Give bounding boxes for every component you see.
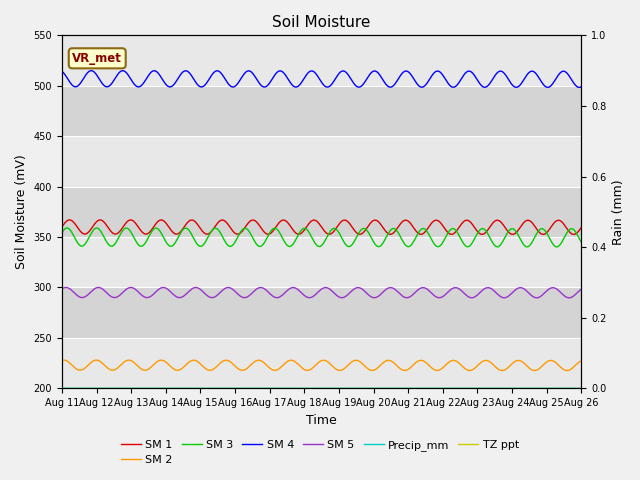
SM 5 <box>58 286 66 292</box>
SM 2 <box>299 366 307 372</box>
SM 2 <box>354 358 362 363</box>
SM 2 <box>279 363 287 369</box>
Y-axis label: Rain (mm): Rain (mm) <box>612 179 625 245</box>
SM 4 <box>58 69 66 74</box>
SM 1 <box>99 218 106 224</box>
Bar <box>62 338 581 388</box>
Line: SM 3: SM 3 <box>62 228 581 247</box>
SM 5 <box>289 285 297 290</box>
SM 3 <box>299 226 307 232</box>
SM 4 <box>279 69 287 75</box>
SM 3 <box>279 235 287 241</box>
Bar <box>62 288 581 338</box>
SM 5 <box>354 285 362 290</box>
TZ ppt <box>577 385 585 391</box>
SM 5 <box>299 291 307 297</box>
Line: SM 4: SM 4 <box>62 71 581 87</box>
SM 3 <box>58 230 66 236</box>
SM 5 <box>565 295 573 300</box>
SM 4 <box>289 83 297 89</box>
SM 4 <box>120 68 127 74</box>
Title: Soil Moisture: Soil Moisture <box>273 15 371 30</box>
SM 5 <box>120 289 127 295</box>
TZ ppt <box>99 385 106 391</box>
TZ ppt <box>354 385 362 391</box>
Bar <box>62 86 581 136</box>
SM 2 <box>60 357 68 363</box>
Bar <box>62 36 581 86</box>
TZ ppt <box>120 385 127 391</box>
SM 4 <box>354 84 362 90</box>
Precip_mm <box>120 385 127 391</box>
SM 2 <box>577 358 585 364</box>
TZ ppt <box>298 385 306 391</box>
Legend: SM 1, SM 2, SM 3, SM 4, SM 5, Precip_mm, TZ ppt: SM 1, SM 2, SM 3, SM 4, SM 5, Precip_mm,… <box>116 435 524 469</box>
Bar <box>62 136 581 187</box>
SM 2 <box>58 358 66 363</box>
TZ ppt <box>289 385 297 391</box>
Bar <box>62 237 581 288</box>
Y-axis label: Soil Moisture (mV): Soil Moisture (mV) <box>15 155 28 269</box>
SM 3 <box>577 240 585 245</box>
SM 3 <box>99 231 106 237</box>
SM 1 <box>66 217 74 223</box>
SM 1 <box>58 224 66 230</box>
Text: VR_met: VR_met <box>72 52 122 65</box>
SM 5 <box>62 285 70 290</box>
SM 1 <box>354 231 362 237</box>
SM 3 <box>63 225 71 231</box>
SM 1 <box>570 231 577 237</box>
Precip_mm <box>58 385 66 391</box>
SM 4 <box>299 78 307 84</box>
TZ ppt <box>58 385 66 391</box>
SM 2 <box>289 358 297 364</box>
SM 3 <box>289 241 297 247</box>
Line: SM 2: SM 2 <box>62 360 581 371</box>
Line: SM 1: SM 1 <box>62 220 581 234</box>
SM 3 <box>553 244 561 250</box>
SM 3 <box>354 232 362 238</box>
SM 2 <box>563 368 571 373</box>
SM 2 <box>120 360 127 365</box>
Precip_mm <box>298 385 306 391</box>
Precip_mm <box>278 385 286 391</box>
TZ ppt <box>278 385 286 391</box>
Precip_mm <box>99 385 106 391</box>
SM 4 <box>99 81 106 86</box>
X-axis label: Time: Time <box>307 414 337 427</box>
SM 4 <box>577 84 585 90</box>
Line: SM 5: SM 5 <box>62 288 581 298</box>
SM 1 <box>289 228 297 233</box>
Precip_mm <box>577 385 585 391</box>
SM 1 <box>120 223 127 229</box>
SM 2 <box>99 360 106 366</box>
SM 1 <box>577 225 585 230</box>
SM 1 <box>299 229 307 235</box>
SM 5 <box>99 286 106 292</box>
SM 4 <box>88 68 95 73</box>
SM 5 <box>279 292 287 298</box>
SM 1 <box>279 217 287 223</box>
SM 4 <box>575 84 583 90</box>
Precip_mm <box>289 385 297 391</box>
Precip_mm <box>354 385 362 391</box>
SM 5 <box>577 286 585 292</box>
SM 3 <box>120 227 127 232</box>
Bar <box>62 187 581 237</box>
